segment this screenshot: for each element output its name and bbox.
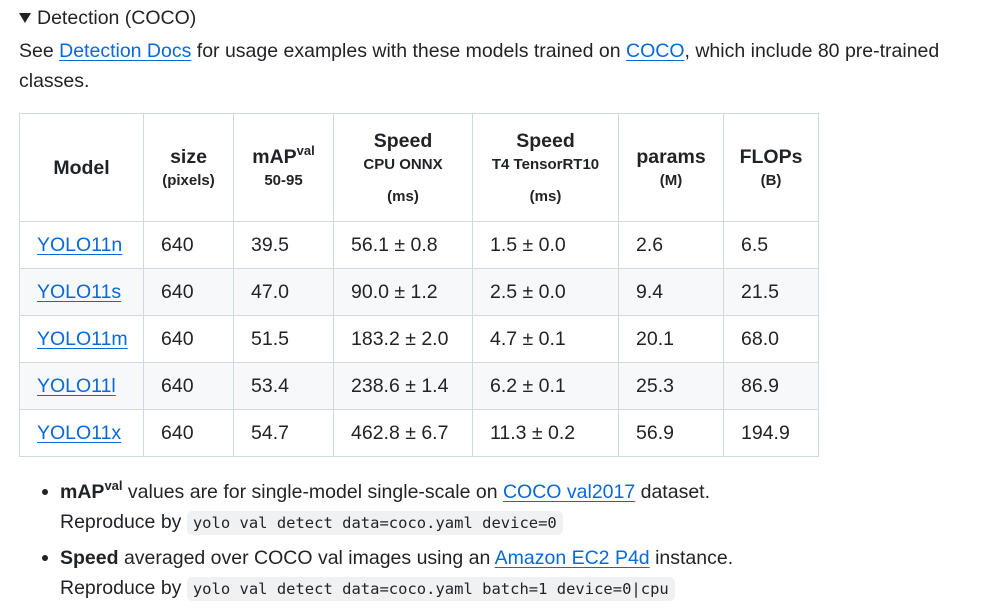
notes-list: mAPval values are for single-model singl…	[42, 477, 992, 609]
table-row: YOLO11l 640 53.4 238.6 ± 1.4 6.2 ± 0.1 2…	[19, 362, 819, 410]
list-item: Speed averaged over COCO val images usin…	[42, 543, 992, 604]
intro-paragraph: See Detection Docs for usage examples wi…	[19, 36, 994, 96]
cell-model: YOLO11s	[19, 268, 144, 316]
cell-map: 39.5	[233, 221, 334, 269]
cell-model: YOLO11l	[19, 362, 144, 410]
reproduce-command: yolo val detect data=coco.yaml device=0	[186, 511, 563, 535]
cell-map: 53.4	[233, 362, 334, 410]
table-header-row: Model size (pixels) mAPval 50-95 Speed CPU …	[19, 113, 819, 222]
table-row: YOLO11n 640 39.5 56.1 ± 0.8 1.5 ± 0.0 2.…	[19, 221, 819, 269]
model-link[interactable]: YOLO11n	[37, 233, 123, 256]
cell-params: 56.9	[618, 409, 724, 457]
detection-docs-link[interactable]: Detection Docs	[59, 40, 192, 62]
cell-speed-cpu: 90.0 ± 1.2	[333, 268, 473, 316]
cell-speed-gpu: 1.5 ± 0.0	[472, 221, 619, 269]
intro-prefix: See	[19, 40, 60, 62]
cell-speed-gpu: 2.5 ± 0.0	[472, 268, 619, 316]
cell-size: 640	[143, 409, 234, 457]
cell-size: 640	[143, 268, 234, 316]
intro-suffix: , which include 80 pre-trained classes.	[19, 40, 940, 92]
cell-model: YOLO11n	[19, 221, 144, 269]
cell-map: 47.0	[233, 268, 334, 316]
cell-params: 25.3	[618, 362, 724, 410]
model-link[interactable]: YOLO11x	[37, 421, 122, 444]
cell-map: 51.5	[233, 315, 334, 363]
coco-link[interactable]: COCO	[626, 40, 685, 62]
cell-flops: 68.0	[723, 315, 819, 363]
header-params: params (M)	[618, 113, 724, 222]
cell-flops: 6.5	[723, 221, 819, 269]
model-link[interactable]: YOLO11s	[37, 280, 122, 303]
table-row: YOLO11s 640 47.0 90.0 ± 1.2 2.5 ± 0.0 9.…	[19, 268, 819, 316]
models-table: Model size (pixels) mAPval 50-95 Speed CPU …	[19, 113, 819, 457]
cell-flops: 21.5	[723, 268, 819, 316]
note-text: values are for single-model single-scale…	[122, 481, 503, 503]
cell-speed-gpu: 11.3 ± 0.2	[472, 409, 619, 457]
cell-speed-cpu: 238.6 ± 1.4	[333, 362, 473, 410]
cell-map: 54.7	[233, 409, 334, 457]
cell-size: 640	[143, 362, 234, 410]
model-link[interactable]: YOLO11m	[37, 327, 128, 350]
reproduce-label: Reproduce by	[60, 511, 187, 533]
cell-size: 640	[143, 221, 234, 269]
coco-val2017-link[interactable]: COCO val2017	[502, 481, 636, 503]
reproduce-label: Reproduce by	[60, 577, 187, 599]
cell-speed-gpu: 4.7 ± 0.1	[472, 315, 619, 363]
cell-flops: 86.9	[723, 362, 819, 410]
note-text-end: instance.	[649, 547, 734, 569]
header-speed-gpu: Speed T4 TensorRT10 (ms)	[472, 113, 619, 222]
cell-params: 9.4	[618, 268, 724, 316]
note-text: averaged over COCO val images using an	[118, 547, 495, 569]
intro-middle: for usage examples with these models tra…	[191, 40, 627, 62]
header-flops: FLOPs (B)	[723, 113, 819, 222]
header-model: Model	[19, 113, 144, 222]
note-text-end: dataset.	[635, 481, 711, 503]
cell-speed-cpu: 56.1 ± 0.8	[333, 221, 473, 269]
header-map: mAPval 50-95	[233, 113, 334, 222]
cell-model: YOLO11m	[19, 315, 144, 363]
amazon-ec2-p4d-link[interactable]: Amazon EC2 P4d	[494, 547, 650, 569]
cell-speed-cpu: 183.2 ± 2.0	[333, 315, 473, 363]
cell-speed-gpu: 6.2 ± 0.1	[472, 362, 619, 410]
cell-speed-cpu: 462.8 ± 6.7	[333, 409, 473, 457]
cell-model: YOLO11x	[19, 409, 144, 457]
cell-flops: 194.9	[723, 409, 819, 457]
model-link[interactable]: YOLO11l	[37, 374, 116, 397]
header-size: size (pixels)	[143, 113, 234, 222]
note-speed-label: Speed	[60, 547, 119, 569]
summary-title: Detection (COCO)	[37, 7, 197, 29]
table-row: YOLO11x 640 54.7 462.8 ± 6.7 11.3 ± 0.2 …	[19, 409, 819, 457]
cell-size: 640	[143, 315, 234, 363]
list-item: mAPval values are for single-model singl…	[42, 477, 992, 538]
table-row: YOLO11m 640 51.5 183.2 ± 2.0 4.7 ± 0.1 2…	[19, 315, 819, 363]
details-summary[interactable]: Detection (COCO)	[19, 5, 196, 31]
cell-params: 20.1	[618, 315, 724, 363]
header-speed-cpu: Speed CPU ONNX (ms)	[333, 113, 473, 222]
note-map-label: mAPval	[60, 478, 123, 503]
cell-params: 2.6	[618, 221, 724, 269]
reproduce-command: yolo val detect data=coco.yaml batch=1 d…	[186, 577, 675, 601]
caret-down-icon	[19, 13, 31, 23]
